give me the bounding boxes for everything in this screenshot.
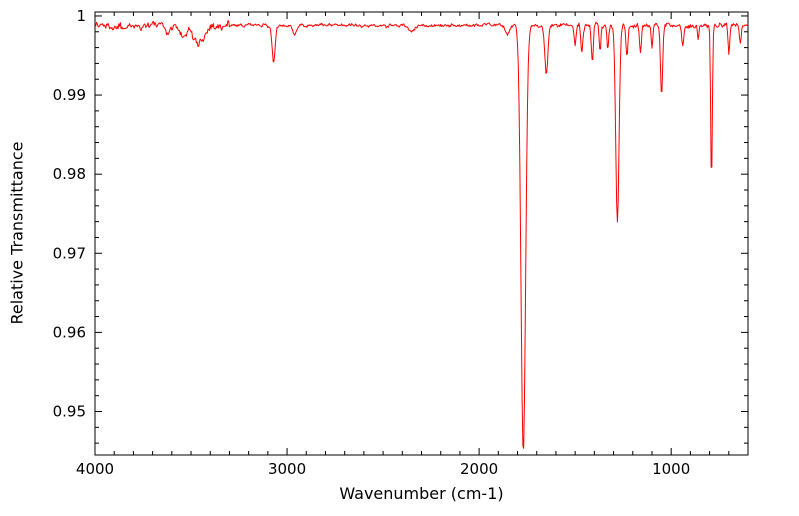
x-tick-label: 2000 [460,460,498,478]
y-tick-label: 1 [76,7,86,25]
x-axis-label: Wavenumber (cm-1) [339,484,504,503]
y-tick-label: 0.99 [53,86,86,104]
spectrum-line [94,20,749,449]
y-axis-label: Relative Transmittance [7,141,27,325]
plot-frame [94,11,749,456]
y-tick-label: 0.97 [53,244,86,262]
x-tick-label: 4000 [76,460,114,478]
y-tick-label: 0.98 [53,165,86,183]
x-tick-label: 3000 [268,460,306,478]
x-tick-label: 1000 [652,460,690,478]
y-tick-label: 0.95 [53,402,86,420]
y-tick-label: 0.96 [53,323,86,341]
